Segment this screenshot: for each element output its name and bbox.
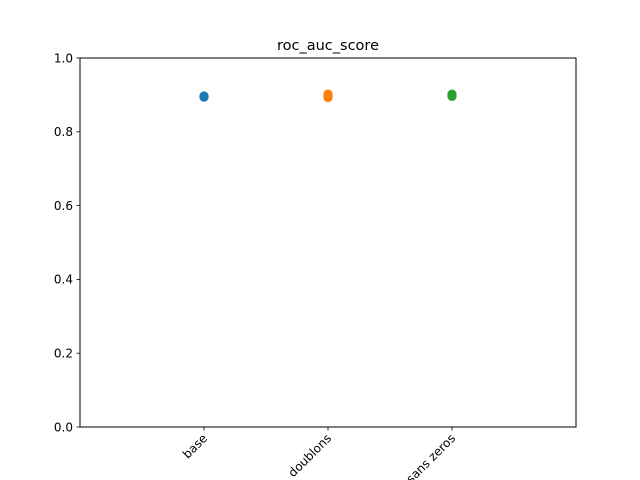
x-tick-label: base [180,431,210,461]
x-axis: base doublons sans zeros [180,427,458,480]
chart-title: roc_auc_score [277,38,379,54]
x-tick-label: sans zeros [404,431,459,480]
data-point [447,89,457,99]
data-point [323,89,333,99]
y-tick-label: 0.0 [54,420,73,434]
axes-frame [79,57,577,428]
data-point [199,91,209,101]
y-axis: 0.0 0.2 0.4 0.6 0.8 1.0 [54,51,80,434]
y-tick-label: 0.6 [54,199,73,213]
y-tick-label: 0.2 [54,347,73,361]
y-tick-label: 0.4 [54,273,73,287]
plot-area [199,89,457,103]
y-tick-label: 1.0 [54,51,73,65]
y-tick-label: 0.8 [54,125,73,139]
x-tick-label: doublons [286,431,335,480]
